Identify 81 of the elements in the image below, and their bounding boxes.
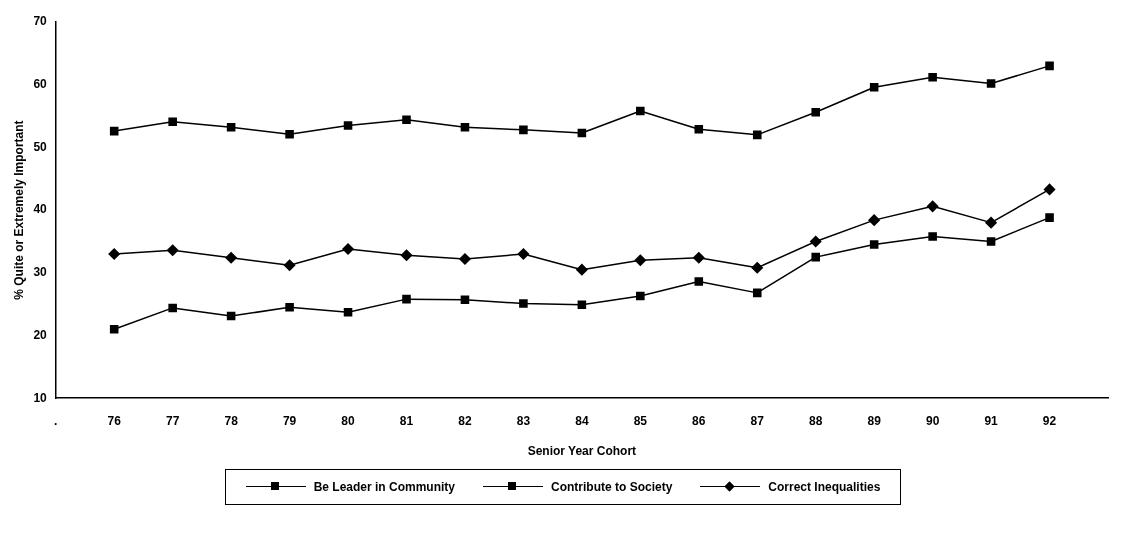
point — [986, 237, 996, 246]
point — [986, 79, 996, 88]
point — [283, 259, 296, 272]
x-tick-label: 83 — [516, 413, 531, 428]
legend-label: Be Leader in Community — [313, 480, 455, 494]
point — [400, 249, 413, 261]
point — [459, 253, 471, 265]
point — [926, 200, 939, 213]
point — [285, 303, 294, 312]
x-tick-label: 77 — [165, 413, 180, 428]
point — [109, 324, 119, 334]
point — [168, 303, 177, 313]
point — [811, 108, 820, 117]
point — [693, 252, 705, 264]
point — [225, 252, 237, 264]
point — [460, 295, 470, 305]
x-tick-label: 78 — [224, 413, 239, 428]
point — [694, 277, 704, 286]
x-tick-label: 84 — [575, 413, 589, 428]
point — [636, 291, 645, 301]
x-tick-label: 80 — [341, 413, 356, 428]
point — [402, 294, 411, 304]
point — [519, 125, 528, 135]
point — [811, 252, 820, 262]
y-tick-label: 40 — [33, 202, 48, 217]
x-tick-label: 89 — [867, 413, 882, 428]
x-tick-label: 90 — [925, 413, 940, 428]
x-tick-label: 79 — [282, 413, 297, 428]
point — [809, 235, 822, 248]
point — [634, 254, 647, 267]
point — [109, 126, 119, 136]
point — [928, 232, 937, 241]
point — [636, 106, 645, 116]
point — [1045, 61, 1054, 71]
point — [108, 248, 120, 260]
legend-label: Correct Inequalities — [768, 480, 881, 494]
point — [342, 243, 354, 255]
point — [517, 248, 530, 260]
point — [576, 263, 588, 276]
point — [694, 124, 704, 134]
x-tick-label: 81 — [399, 413, 414, 428]
x-tick-label: 91 — [984, 413, 999, 428]
point — [226, 311, 236, 321]
x-tick-label: 85 — [633, 413, 648, 428]
point — [168, 117, 177, 126]
point — [166, 244, 179, 256]
point — [1043, 183, 1056, 196]
point — [752, 288, 762, 298]
point — [869, 82, 879, 92]
legend-label: Contribute to Society — [550, 480, 673, 494]
x-tick-label: 86 — [692, 413, 706, 428]
point — [460, 123, 470, 132]
point — [928, 72, 937, 82]
point — [751, 262, 763, 274]
point — [868, 214, 880, 226]
point — [577, 128, 587, 138]
point — [343, 308, 353, 317]
x-tick-label: 88 — [809, 413, 823, 428]
point — [869, 240, 879, 249]
x-tick-label: 92 — [1042, 413, 1057, 428]
x-tick-label: 87 — [750, 413, 765, 428]
point — [402, 115, 411, 125]
y-tick-label: 20 — [33, 327, 48, 342]
y-tick-label: 30 — [33, 265, 48, 280]
x-axis-title: Senior Year Cohort — [527, 444, 637, 459]
point — [985, 216, 997, 229]
y-axis-title: % Quite or Extremely Important — [11, 120, 26, 300]
point — [752, 130, 762, 140]
point — [343, 121, 353, 130]
point — [226, 123, 236, 132]
point — [577, 300, 587, 310]
x-tick-label: . — [54, 413, 58, 428]
y-tick-label: 60 — [33, 77, 48, 92]
y-tick-label: 10 — [33, 390, 48, 405]
x-tick-label: 82 — [458, 413, 472, 428]
x-tick-label: 76 — [107, 413, 122, 428]
point — [519, 299, 528, 308]
y-tick-label: 70 — [33, 14, 48, 29]
point — [1045, 213, 1054, 222]
point — [285, 129, 294, 139]
y-tick-label: 50 — [33, 139, 48, 154]
